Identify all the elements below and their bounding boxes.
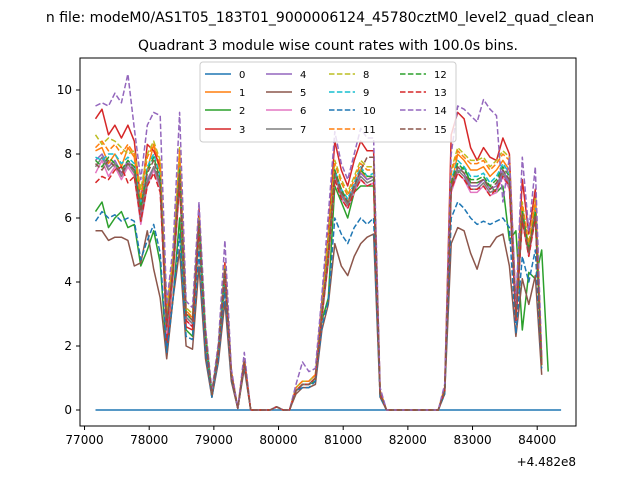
legend-label-4: 4 (300, 70, 306, 81)
legend-label-2: 2 (239, 106, 245, 117)
legend-label-7: 7 (300, 125, 306, 136)
legend-label-0: 0 (239, 70, 245, 81)
x-axis: 77000 78000 79000 80000 81000 82000 83000 84000 (65, 426, 556, 447)
axes-frame (79, 57, 577, 427)
legend-label-10: 10 (363, 106, 376, 117)
chart-title: Quadrant 3 module wise count rates with … (138, 38, 518, 54)
y-tick-label: 4 (64, 275, 72, 289)
series-line-14 (95, 73, 543, 411)
legend-label-13: 13 (434, 88, 447, 99)
legend-label-12: 12 (434, 70, 447, 81)
series-layer (94, 73, 562, 411)
x-tick-label: 78000 (130, 433, 168, 447)
legend-label-6: 6 (300, 106, 306, 117)
legend-label-8: 8 (363, 70, 369, 81)
x-tick-label: 79000 (195, 433, 233, 447)
legend-label-14: 14 (434, 106, 447, 117)
y-tick-label: 0 (64, 403, 72, 417)
legend-label-15: 15 (434, 125, 447, 136)
x-tick-label: 81000 (324, 433, 362, 447)
figure-suptitle: n file: modeM0/AS1T05_183T01_9000006124_… (46, 10, 594, 26)
legend-label-9: 9 (363, 88, 369, 99)
plot-area: 77000 78000 79000 80000 81000 82000 83000 84000… (57, 57, 577, 469)
x-tick-label: 84000 (518, 433, 556, 447)
y-tick-label: 10 (57, 83, 72, 97)
x-tick-label: 80000 (259, 433, 297, 447)
legend-label-5: 5 (300, 88, 306, 99)
series-line-10 (94, 201, 543, 411)
x-offset-label: +4.482e8 (517, 455, 576, 469)
y-tick-label: 8 (64, 147, 72, 161)
y-axis: 0 2 4 6 8 10 (57, 83, 80, 417)
legend-label-3: 3 (239, 125, 245, 136)
legend-label-1: 1 (239, 88, 245, 99)
y-tick-label: 6 (64, 211, 72, 225)
x-tick-label: 82000 (389, 433, 427, 447)
series-line-15 (94, 156, 543, 411)
x-tick-label: 83000 (453, 433, 491, 447)
x-tick-label: 77000 (65, 433, 103, 447)
legend-frame (199, 61, 457, 143)
y-tick-label: 2 (64, 339, 72, 353)
legend-label-11: 11 (363, 125, 376, 136)
